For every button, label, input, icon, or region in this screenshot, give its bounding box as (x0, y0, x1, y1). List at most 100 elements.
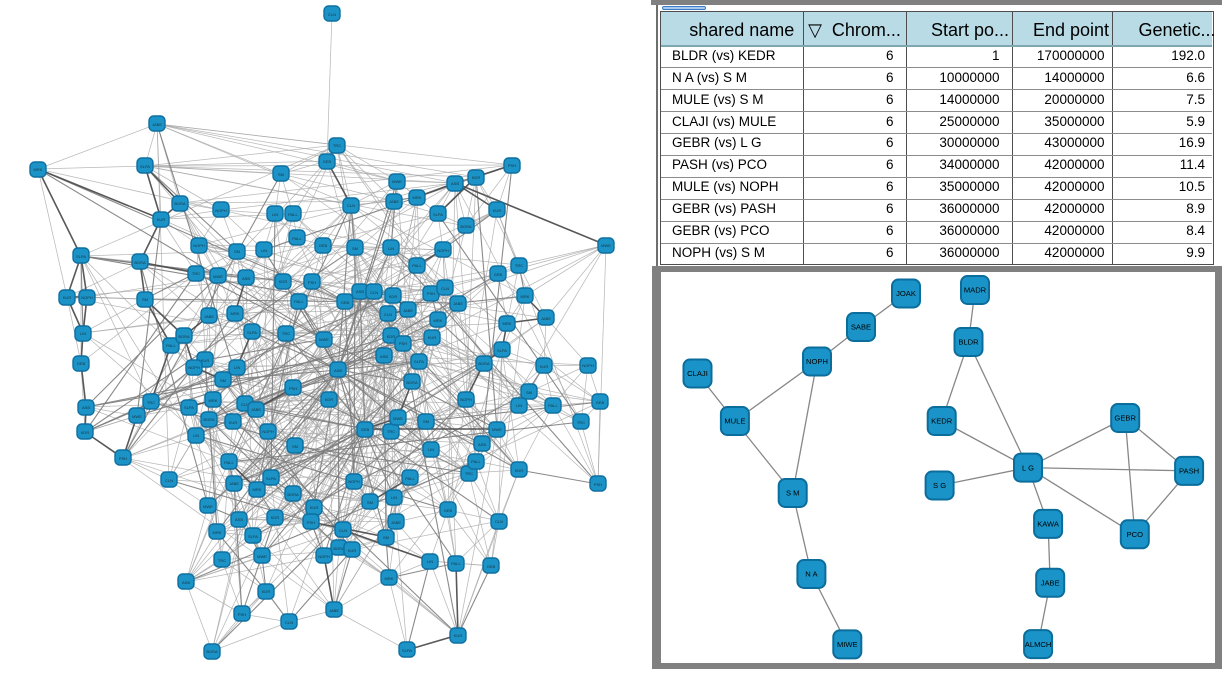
svg-text:KUR: KUR (348, 548, 357, 553)
svg-text:NOPH: NOPH (348, 479, 360, 484)
svg-text:BGRA: BGRA (174, 201, 186, 206)
svg-text:SLPA: SLPA (76, 254, 86, 259)
svg-text:SLPA: SLPA (248, 534, 258, 539)
svg-text:TRC: TRC (192, 271, 200, 276)
svg-text:TRC: TRC (218, 558, 226, 563)
svg-text:JABE: JABE (229, 481, 239, 486)
svg-text:SM: SM (278, 172, 284, 177)
svg-text:PSH: PSH (307, 520, 315, 525)
svg-text:KDR: KDR (389, 294, 398, 299)
svg-text:NOPH: NOPH (215, 208, 227, 213)
svg-text:PSH: PSH (508, 163, 516, 168)
svg-text:PSH: PSH (308, 280, 316, 285)
svg-text:KUR: KUR (157, 217, 166, 222)
svg-text:GEB: GEB (487, 564, 496, 569)
svg-text:SLPA: SLPA (266, 476, 276, 481)
svg-text:MWE: MWE (392, 179, 402, 184)
svg-text:CLN: CLN (241, 402, 249, 407)
svg-text:TRC: TRC (333, 143, 341, 148)
svg-text:MWE: MWE (319, 337, 329, 342)
svg-text:NOPH: NOPH (318, 554, 330, 559)
svg-text:NOPH: NOPH (582, 363, 594, 368)
svg-text:KUR: KUR (454, 633, 463, 638)
svg-text:ASB: ASB (334, 368, 342, 373)
svg-text:ASB: ASB (182, 580, 190, 585)
svg-text:NOPH: NOPH (188, 365, 200, 370)
svg-text:JABE: JABE (453, 301, 463, 306)
svg-text:BGRA: BGRA (134, 260, 146, 265)
svg-text:PALL: PALL (294, 299, 304, 304)
svg-text:SLPA: SLPA (247, 330, 257, 335)
svg-text:SLPA: SLPA (402, 648, 412, 653)
svg-text:MRK: MRK (385, 576, 394, 581)
svg-text:LIN: LIN (388, 246, 394, 251)
svg-text:JABE: JABE (152, 122, 162, 127)
svg-text:KDR: KDR (271, 515, 280, 520)
svg-text:PASH: PASH (1179, 467, 1199, 476)
svg-text:LIN: LIN (80, 331, 86, 336)
svg-text:KAWA: KAWA (1037, 520, 1060, 529)
svg-text:ASB: ASB (82, 405, 90, 410)
svg-text:NOPH: NOPH (193, 243, 205, 248)
svg-text:CLN: CLN (384, 312, 392, 317)
svg-text:MWE: MWE (203, 504, 213, 509)
svg-text:KDR: KDR (81, 430, 90, 435)
svg-text:SM: SM (292, 444, 298, 449)
svg-text:BGRA: BGRA (478, 361, 490, 366)
svg-text:SABE: SABE (851, 323, 871, 332)
svg-text:GEB: GEB (77, 361, 86, 366)
svg-text:SLPA: SLPA (433, 212, 443, 217)
svg-text:PALL: PALL (405, 476, 415, 481)
svg-text:BLDR: BLDR (958, 338, 979, 347)
svg-text:MRK: MRK (253, 487, 262, 492)
svg-text:NOPH: NOPH (437, 248, 449, 253)
svg-text:LIN: LIN (428, 447, 434, 452)
svg-text:SLPA: SLPA (140, 164, 150, 169)
svg-text:MWE: MWE (132, 414, 142, 419)
svg-text:ASB: ASB (478, 442, 486, 447)
svg-text:SM: SM (383, 535, 389, 540)
svg-text:KEDR: KEDR (931, 417, 953, 426)
svg-text:NOPH: NOPH (460, 397, 472, 402)
svg-text:GEB: GEB (444, 508, 453, 513)
svg-text:SM: SM (220, 378, 226, 383)
svg-text:NOPH: NOPH (262, 429, 274, 434)
svg-text:MIWE: MIWE (837, 640, 858, 649)
svg-text:JABE: JABE (389, 199, 399, 204)
svg-text:ASB: ASB (380, 354, 388, 359)
svg-text:KUR: KUR (63, 295, 72, 300)
svg-text:KUR: KUR (428, 335, 437, 340)
svg-text:GEB: GEB (596, 400, 605, 405)
svg-text:MWE: MWE (257, 554, 267, 559)
svg-text:LIN: LIN (261, 248, 267, 253)
svg-text:KDR: KDR (279, 279, 288, 284)
svg-text:BGRA: BGRA (460, 224, 472, 229)
svg-text:LIN: LIN (427, 559, 433, 564)
svg-text:JABE: JABE (329, 608, 339, 613)
svg-text:NOPH: NOPH (806, 357, 828, 366)
svg-text:GEB: GEB (319, 243, 328, 248)
svg-text:TRC: TRC (465, 471, 473, 476)
svg-text:JABE: JABE (403, 308, 413, 313)
svg-text:MRK: MRK (413, 195, 422, 200)
svg-text:KDR: KDR (472, 175, 481, 180)
svg-text:PALL: PALL (548, 403, 558, 408)
svg-text:PSH: PSH (594, 482, 602, 487)
svg-text:LIN: LIN (234, 365, 240, 370)
svg-text:TRC: TRC (577, 420, 585, 425)
svg-text:PSH: PSH (399, 341, 407, 346)
svg-text:MWE: MWE (492, 427, 502, 432)
svg-text:KUR: KUR (229, 420, 238, 425)
svg-text:SLPA: SLPA (497, 348, 507, 353)
svg-text:KDR: KDR (262, 589, 271, 594)
svg-text:KDR: KDR (515, 468, 524, 473)
svg-text:JABE: JABE (541, 316, 551, 321)
svg-text:MWE: MWE (393, 416, 403, 421)
svg-text:PALL: PALL (166, 343, 176, 348)
svg-text:LIN: LIN (391, 495, 397, 500)
svg-text:PSH: PSH (238, 612, 246, 617)
svg-text:SM: SM (367, 500, 373, 505)
svg-text:PCO: PCO (1127, 530, 1144, 539)
svg-text:MULE: MULE (724, 417, 745, 426)
svg-text:CLN: CLN (495, 519, 503, 524)
